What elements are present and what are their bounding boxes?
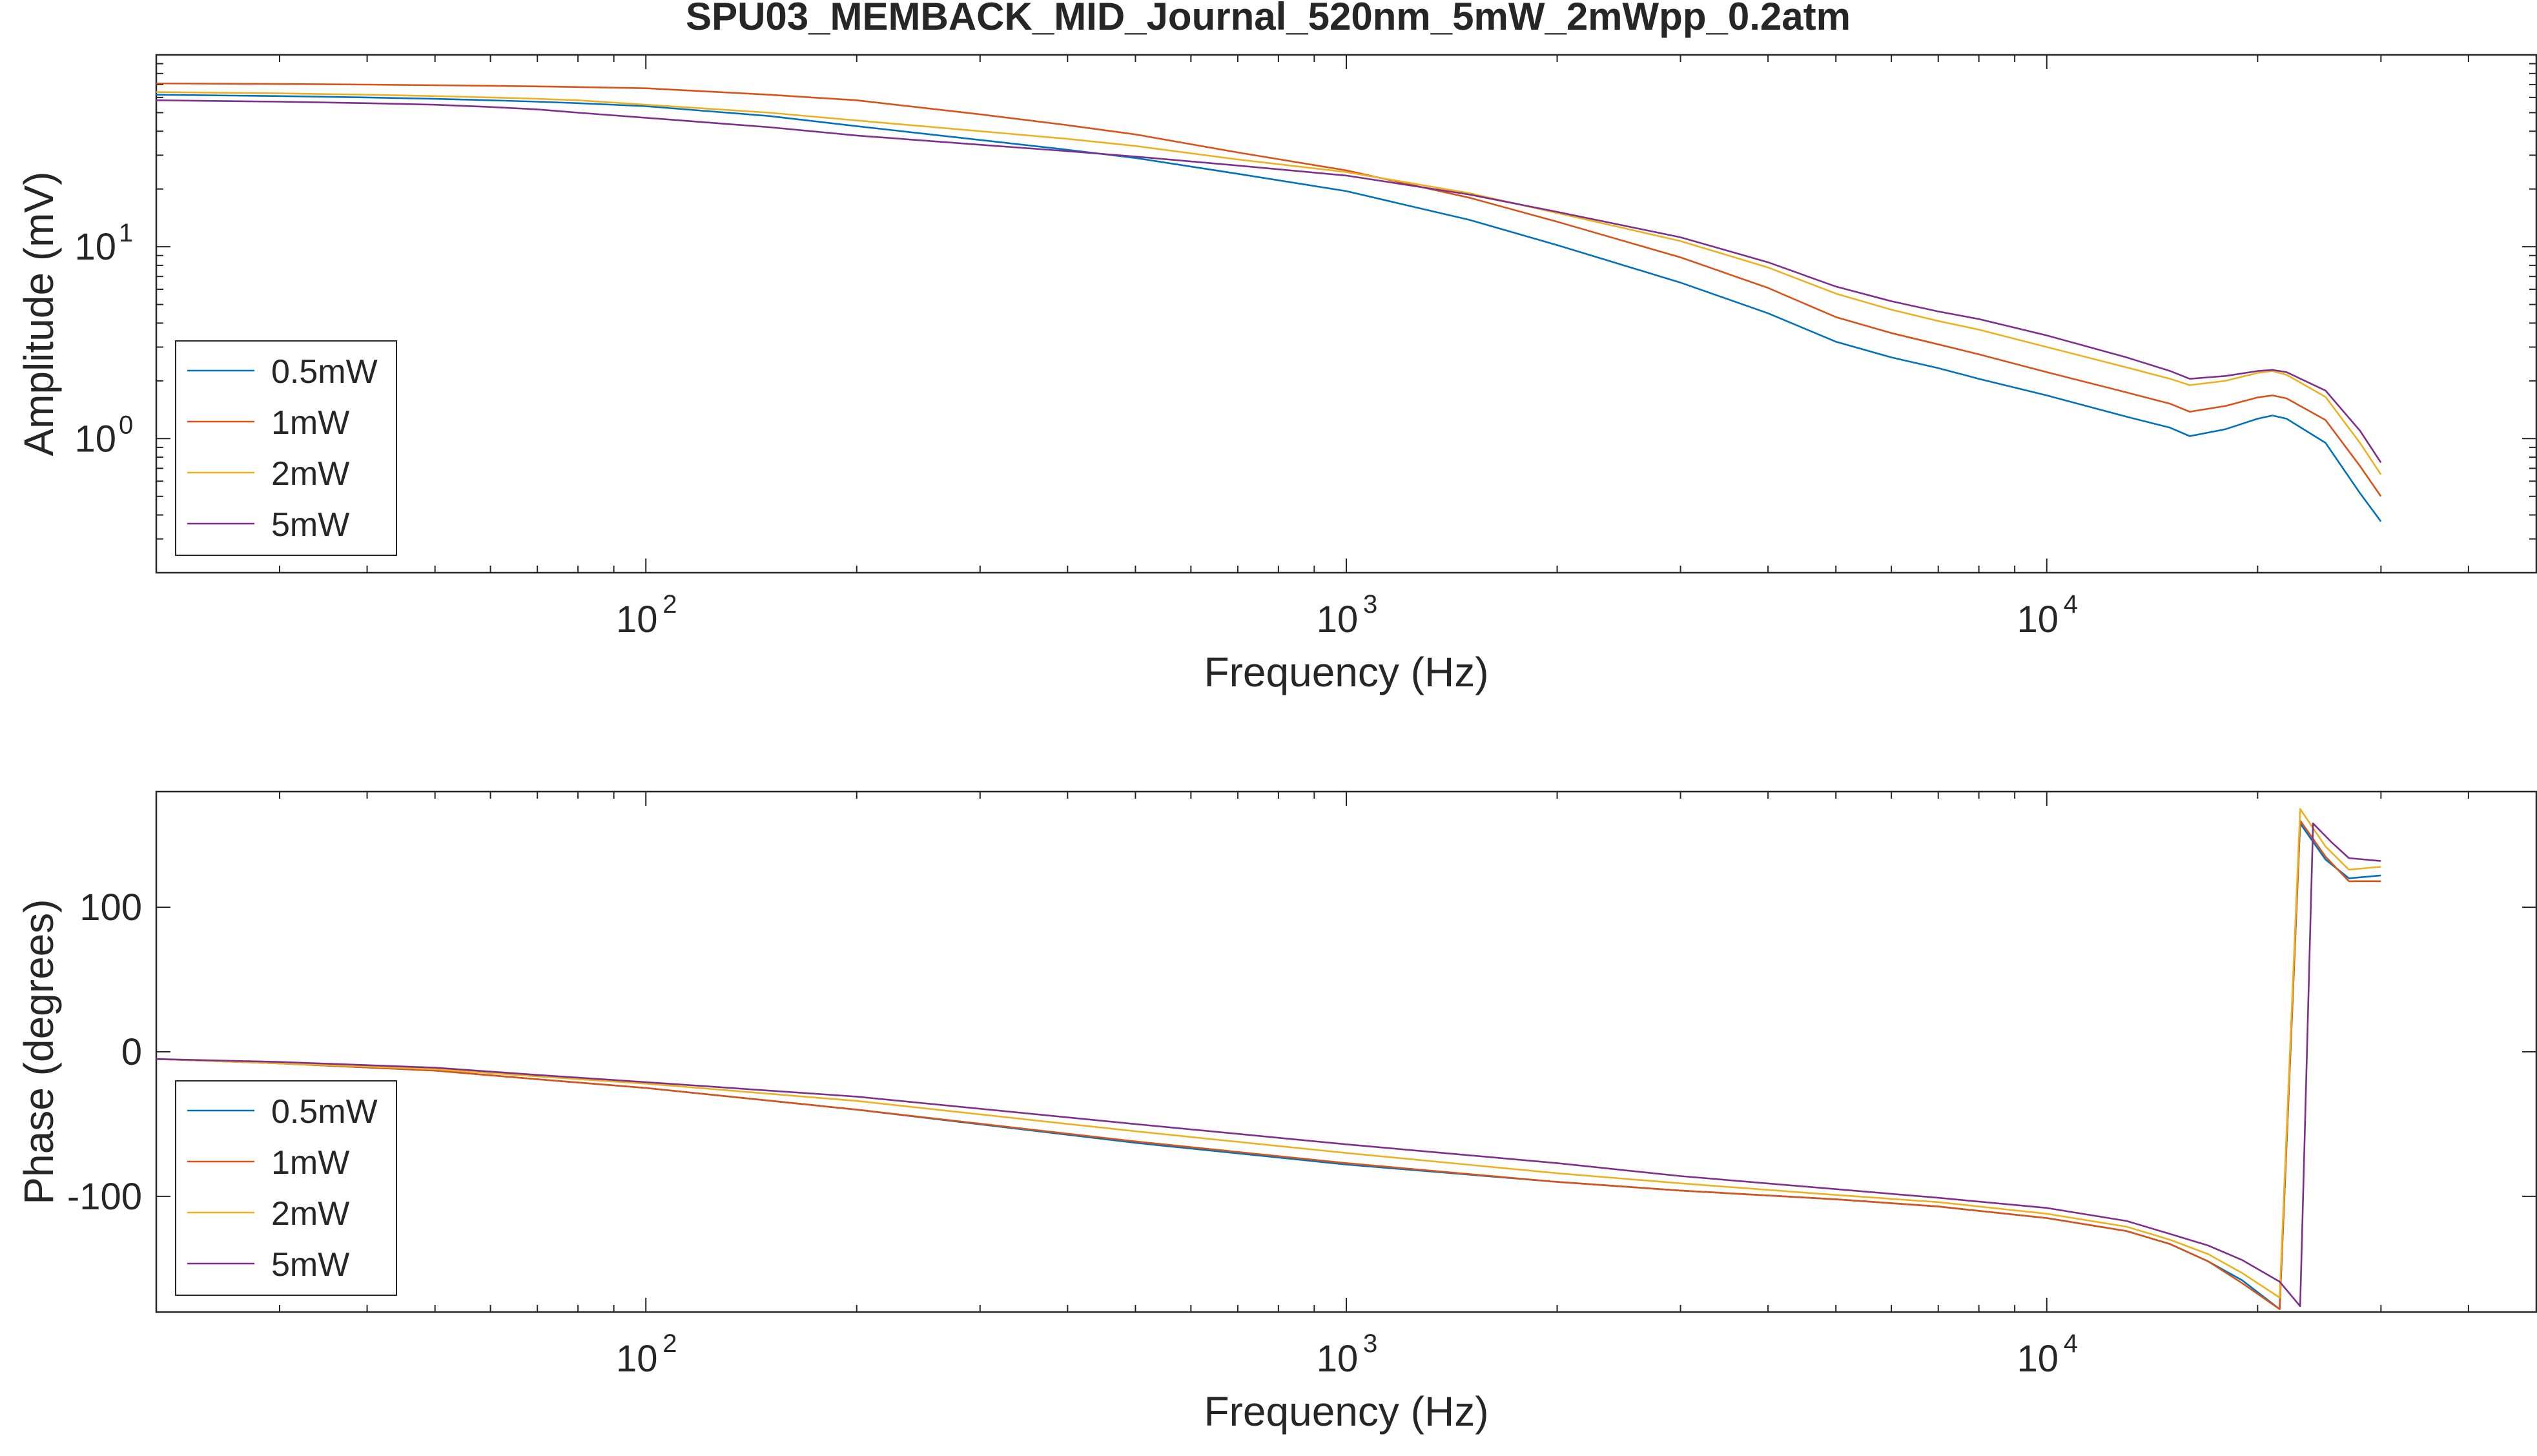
phase-legend-box [175, 1080, 397, 1296]
legend-label-2mW: 2mW [271, 1195, 349, 1233]
legend-label-0.5mW: 0.5mW [271, 1093, 378, 1131]
amplitude-x-tick-label: 10 [2017, 599, 2059, 641]
phase-y-tick-label: 0 [121, 1031, 142, 1073]
series-line-0.5mW [156, 94, 2382, 522]
legend-label-5mW: 5mW [271, 1246, 349, 1284]
series-line-2mW [156, 91, 2382, 475]
amplitude-x-tick-label: 10 [1317, 599, 1359, 641]
legend-label-1mW: 1mW [271, 404, 349, 442]
series-line-5mW [156, 99, 2382, 464]
series-line-2mW [156, 808, 2381, 1298]
amplitude-axes-box [155, 54, 2537, 574]
amplitude-x-tick-exponent: 3 [1363, 590, 1377, 619]
series-line-5mW [156, 823, 2381, 1307]
amplitude-series-group [156, 82, 2382, 522]
series-line-1mW [156, 82, 2382, 497]
amplitude-x-tick-exponent: 2 [662, 590, 677, 619]
phase-legend: 0.5mW 1mW 2mW 5mW [175, 1080, 397, 1296]
legend-label-0.5mW: 0.5mW [271, 353, 378, 391]
amplitude-x-tick-label: 10 [616, 599, 658, 641]
phase-y-tick-label: -100 [67, 1176, 142, 1218]
amplitude-y-tick-label: 10 [74, 226, 116, 268]
amplitude-legend: 0.5mW 1mW 2mW 5mW [175, 340, 397, 556]
phase-x-axis-label: Frequency (Hz) [1204, 1388, 1489, 1435]
phase-y-axis-label: Phase (degrees) [15, 899, 62, 1204]
phase-y-tick-label: 100 [79, 887, 142, 928]
amplitude-legend-box [175, 340, 397, 556]
legend-label-1mW: 1mW [271, 1144, 349, 1182]
amplitude-x-tick-exponent: 4 [2064, 590, 2078, 619]
phase-series-group [156, 808, 2381, 1310]
phase-x-tick-exponent: 4 [2064, 1329, 2078, 1358]
phase-x-tick-exponent: 3 [1363, 1329, 1377, 1358]
phase-axes-box [155, 790, 2537, 1313]
legend-label-5mW: 5mW [271, 506, 349, 544]
figure-title: SPU03_MEMBACK_MID_Journal_520nm_5mW_2mWp… [686, 0, 1851, 38]
amplitude-y-tick-label: 10 [74, 418, 116, 460]
phase-x-tick-label: 10 [2017, 1338, 2059, 1380]
phase-x-tick-label: 10 [1317, 1338, 1359, 1380]
amplitude-y-tick-exponent: 1 [119, 219, 133, 247]
phase-x-tick-label: 10 [616, 1338, 658, 1380]
amplitude-x-axis-label: Frequency (Hz) [1204, 649, 1489, 695]
legend-label-2mW: 2mW [271, 455, 349, 493]
amplitude-y-tick-exponent: 0 [119, 411, 133, 439]
amplitude-y-axis-label: Amplitude (mV) [15, 172, 62, 456]
phase-x-tick-exponent: 2 [662, 1329, 677, 1358]
